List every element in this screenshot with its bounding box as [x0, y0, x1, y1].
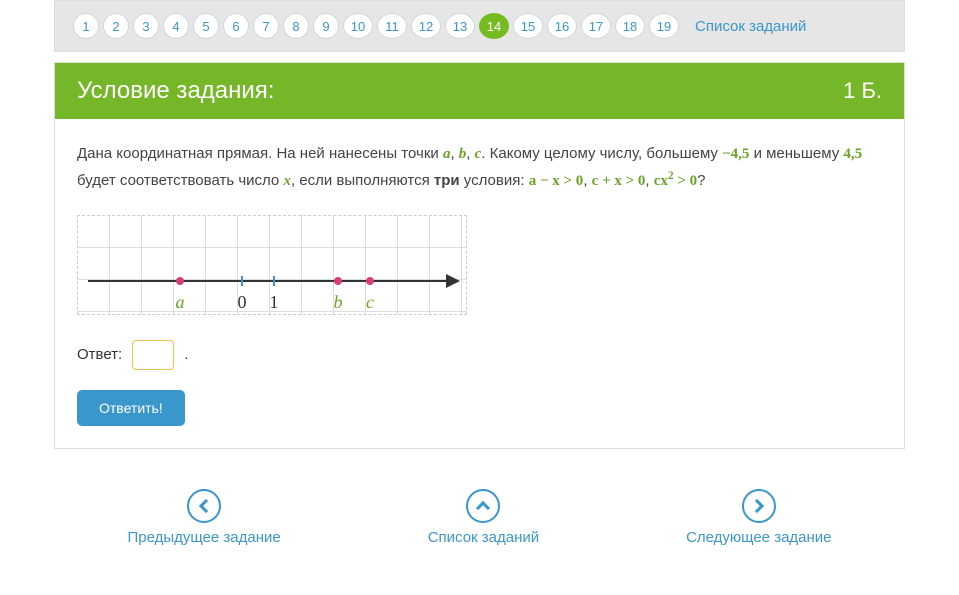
var-x: x [283, 173, 291, 189]
question-nav: 12345678910111213141516171819Список зада… [54, 0, 905, 52]
axis-label-0: 0 [238, 292, 247, 313]
ineq-3: cx2 > 0 [654, 173, 697, 189]
nav-item-7[interactable]: 7 [253, 13, 279, 39]
chevron-up-icon [466, 489, 500, 523]
answer-input[interactable] [132, 340, 174, 370]
nav-item-9[interactable]: 9 [313, 13, 339, 39]
axis-tick-1 [273, 276, 275, 286]
axis-label-b: b [334, 292, 343, 313]
nav-item-15[interactable]: 15 [513, 13, 543, 39]
nav-item-10[interactable]: 10 [343, 13, 373, 39]
point-dot-a [176, 277, 184, 285]
nav-item-8[interactable]: 8 [283, 13, 309, 39]
task-title: Условие задания: [77, 77, 274, 105]
nav-item-18[interactable]: 18 [615, 13, 645, 39]
point-dot-c [366, 277, 374, 285]
num-lo: −4,5 [722, 146, 749, 162]
prev-task-link[interactable]: Предыдущее задание [127, 489, 280, 546]
axis-line [88, 280, 452, 282]
arrow-head-icon [446, 274, 460, 288]
chevron-left-icon [187, 489, 221, 523]
nav-item-19[interactable]: 19 [649, 13, 679, 39]
task-card: Условие задания: 1 Б. Дана координатная … [54, 62, 905, 449]
number-line: a 0 1 b c [77, 215, 467, 315]
num-hi: 4,5 [843, 146, 862, 162]
nav-item-16[interactable]: 16 [547, 13, 577, 39]
answer-label: Ответ: [77, 346, 122, 363]
nav-item-13[interactable]: 13 [445, 13, 475, 39]
nav-item-17[interactable]: 17 [581, 13, 611, 39]
axis-label-c: c [366, 292, 374, 313]
point-dot-b [334, 277, 342, 285]
task-header: Условие задания: 1 Б. [55, 63, 904, 119]
nav-item-12[interactable]: 12 [411, 13, 441, 39]
ineq-1: a − x > 0 [529, 173, 584, 189]
submit-button[interactable]: Ответить! [77, 390, 185, 426]
ineq-2: c + x > 0 [592, 173, 646, 189]
nav-item-5[interactable]: 5 [193, 13, 219, 39]
nav-item-1[interactable]: 1 [73, 13, 99, 39]
bold-three: три [434, 172, 460, 189]
task-list-link[interactable]: Список заданий [428, 489, 539, 546]
nav-item-3[interactable]: 3 [133, 13, 159, 39]
nav-item-6[interactable]: 6 [223, 13, 249, 39]
axis-label-1: 1 [270, 292, 279, 313]
axis-tick-0 [241, 276, 243, 286]
footer-nav: Предыдущее задание Список заданий Следую… [54, 489, 905, 546]
next-task-link[interactable]: Следующее задание [686, 489, 831, 546]
answer-row: Ответ: . [77, 340, 882, 370]
problem-text: Дана координатная прямая. На ней нанесен… [77, 141, 882, 195]
nav-item-2[interactable]: 2 [103, 13, 129, 39]
task-list-top-link[interactable]: Список заданий [695, 18, 806, 35]
answer-suffix: . [184, 346, 188, 363]
task-points: 1 Б. [843, 78, 882, 104]
nav-item-11[interactable]: 11 [377, 13, 407, 39]
axis-label-a: a [176, 292, 185, 313]
number-line-diagram: a 0 1 b c [77, 215, 882, 315]
nav-item-14[interactable]: 14 [479, 13, 509, 39]
nav-item-4[interactable]: 4 [163, 13, 189, 39]
chevron-right-icon [742, 489, 776, 523]
task-body: Дана координатная прямая. На ней нанесен… [55, 119, 904, 448]
